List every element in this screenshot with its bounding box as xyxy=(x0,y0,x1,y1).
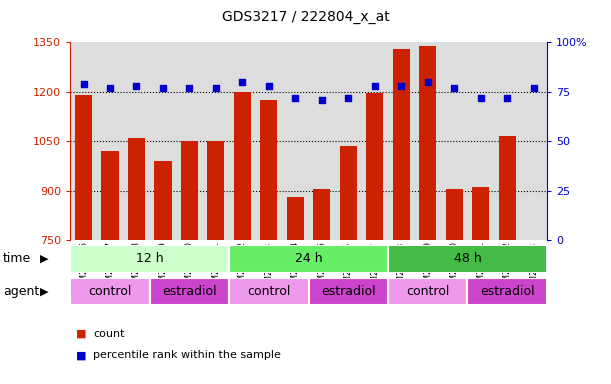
Bar xyxy=(181,141,198,240)
Text: ▶: ▶ xyxy=(40,254,48,264)
Point xyxy=(476,94,486,101)
Bar xyxy=(70,278,150,305)
Point xyxy=(290,94,300,101)
Point xyxy=(397,83,406,89)
Bar xyxy=(150,278,229,305)
Point xyxy=(105,84,115,91)
Bar xyxy=(260,100,277,240)
Bar xyxy=(388,278,467,305)
Bar xyxy=(128,138,145,240)
Text: estradiol: estradiol xyxy=(162,285,217,298)
Text: control: control xyxy=(406,285,449,298)
Bar xyxy=(499,136,516,240)
Point xyxy=(502,94,512,101)
Bar xyxy=(393,49,410,240)
Point xyxy=(158,84,168,91)
Bar xyxy=(340,146,357,240)
Bar xyxy=(101,151,119,240)
Bar xyxy=(234,92,251,240)
Text: time: time xyxy=(3,252,31,265)
Text: control: control xyxy=(89,285,131,298)
Bar xyxy=(229,245,388,273)
Bar xyxy=(309,278,388,305)
Bar xyxy=(70,245,229,273)
Point xyxy=(131,83,141,89)
Text: ■: ■ xyxy=(76,350,87,360)
Text: count: count xyxy=(93,329,125,339)
Bar xyxy=(445,189,463,240)
Bar xyxy=(75,95,92,240)
Point xyxy=(423,79,433,85)
Text: estradiol: estradiol xyxy=(321,285,376,298)
Point xyxy=(449,84,459,91)
Text: ■: ■ xyxy=(76,329,87,339)
Text: GDS3217 / 222804_x_at: GDS3217 / 222804_x_at xyxy=(222,10,389,24)
Text: ▶: ▶ xyxy=(40,286,48,296)
Text: control: control xyxy=(247,285,290,298)
Bar xyxy=(313,189,331,240)
Bar xyxy=(388,245,547,273)
Point xyxy=(370,83,379,89)
Point xyxy=(317,96,327,103)
Point xyxy=(264,83,274,89)
Text: estradiol: estradiol xyxy=(480,285,535,298)
Point xyxy=(211,84,221,91)
Bar xyxy=(207,141,224,240)
Bar xyxy=(155,161,172,240)
Point xyxy=(79,81,89,87)
Text: 48 h: 48 h xyxy=(453,252,481,265)
Text: 24 h: 24 h xyxy=(295,252,323,265)
Text: 12 h: 12 h xyxy=(136,252,164,265)
Bar xyxy=(366,93,383,240)
Point xyxy=(529,84,538,91)
Bar xyxy=(467,278,547,305)
Bar xyxy=(229,278,309,305)
Bar xyxy=(472,187,489,240)
Bar xyxy=(419,46,436,240)
Point xyxy=(185,84,194,91)
Text: agent: agent xyxy=(3,285,39,298)
Point xyxy=(343,94,353,101)
Bar xyxy=(287,197,304,240)
Text: percentile rank within the sample: percentile rank within the sample xyxy=(93,350,281,360)
Point xyxy=(238,79,247,85)
